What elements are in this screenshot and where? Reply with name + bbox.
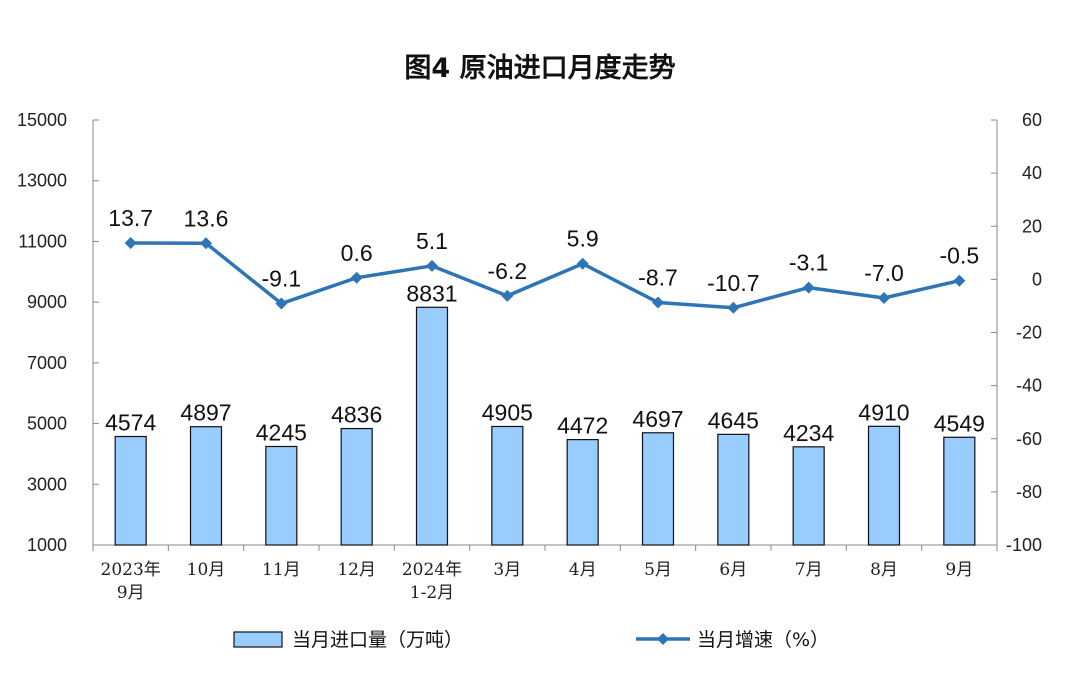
bar-data-label: 4549 (934, 410, 985, 436)
line-point-marker (727, 301, 740, 314)
bar-data-label: 4910 (858, 399, 909, 425)
x-tick-label: 7月 (795, 560, 823, 580)
bar (265, 445, 298, 546)
x-tick-label: 10月 (187, 560, 226, 580)
line-point-marker (652, 296, 664, 309)
line-point-marker (350, 271, 363, 284)
bar-data-label: 8831 (406, 280, 457, 306)
y-right-tick-label: -60 (1016, 429, 1042, 449)
line-point-marker (200, 237, 212, 250)
line-data-label: 5.1 (416, 228, 448, 254)
x-tick-label: 9月 (117, 583, 145, 603)
y-left-tick-label: 9000 (27, 292, 67, 312)
line-point-marker (275, 297, 288, 310)
legend-swatch-marker (657, 633, 669, 645)
y-left-tick-label: 13000 (17, 171, 67, 191)
x-tick-label: 2023年 (101, 560, 161, 580)
bar (415, 306, 449, 546)
line-data-label: -8.7 (638, 264, 678, 290)
y-right-tick-label: -80 (1016, 482, 1042, 502)
line-data-label: -9.1 (262, 266, 302, 292)
line-data-label: 13.7 (108, 205, 153, 231)
y-right-tick-label: -20 (1016, 323, 1042, 343)
bar-data-label: 4697 (632, 406, 683, 432)
bar-data-label: 4234 (783, 420, 834, 446)
x-tick-label: 5月 (644, 560, 672, 580)
bar (491, 425, 524, 546)
y-right-tick-label: 0 (1032, 269, 1042, 289)
bar-data-label: 4245 (256, 419, 307, 445)
bar-data-label: 4574 (105, 410, 156, 436)
bar-series: 4574 4897 4245 4836 8831 4905 4472 4697 4645 4234… (105, 280, 985, 546)
bar (340, 427, 373, 546)
line-data-label: 5.9 (567, 226, 599, 252)
line-series: 13.7 13.6 -9.1 0.6 5.1 -6.2 5.9 -8.7 -10.7 -3.1 -7… (108, 205, 979, 314)
y-left-tick-label: 7000 (27, 353, 67, 373)
line-point-marker (501, 289, 514, 302)
line-data-label: -10.7 (707, 270, 759, 296)
bar (943, 436, 976, 546)
y-left-tick-label: 1000 (27, 535, 67, 555)
x-tick-label: 12月 (337, 560, 376, 580)
x-tick-label: 9月 (945, 560, 973, 580)
line-point-marker (124, 236, 137, 249)
series-line (130, 241, 960, 310)
x-tick-label: 11月 (262, 560, 301, 580)
line-data-label: 0.6 (341, 240, 373, 266)
line-data-label: -3.1 (789, 250, 829, 276)
line-point-marker (878, 291, 890, 304)
legend-swatch-bar (233, 631, 283, 648)
bar-data-label: 4897 (180, 400, 231, 426)
line-data-label: 13.6 (184, 205, 229, 231)
line-point-marker (576, 257, 589, 270)
x-tick-label: 1-2月 (410, 583, 454, 603)
line-data-label: -7.0 (864, 260, 904, 286)
x-tick-label: 4月 (569, 560, 597, 580)
y-right-tick-label: 60 (1022, 110, 1042, 130)
legend: 当月进口量（万吨） 当月增速（%） (233, 629, 829, 651)
line-point-marker (953, 274, 966, 287)
line-data-label: -6.2 (488, 258, 528, 284)
bar (114, 435, 147, 546)
bar (717, 433, 750, 546)
y-left-tick-label: 15000 (17, 110, 67, 130)
legend-label-bar: 当月进口量（万吨） (292, 629, 463, 651)
bar-data-label: 4472 (557, 413, 608, 439)
line-data-label: -0.5 (940, 243, 980, 269)
x-tick-label: 2024年 (402, 560, 462, 580)
y-right-tick-label: 40 (1022, 163, 1042, 183)
bar (189, 426, 223, 546)
line-point-marker (802, 281, 815, 294)
bar (867, 425, 901, 546)
x-tick-label: 6月 (719, 560, 747, 580)
bar (641, 432, 675, 546)
y-right-tick-label: -40 (1016, 376, 1042, 396)
bar-data-label: 4645 (708, 407, 759, 433)
x-tick-label: 8月 (870, 560, 898, 580)
chart-title: 图4 原油进口月度走势 (404, 52, 675, 84)
y-left-tick-label: 11000 (18, 231, 67, 251)
y-right-tick-label: -100 (1006, 535, 1042, 555)
y-right-tick-label: 20 (1022, 216, 1042, 236)
bar (792, 446, 825, 546)
line-point-marker (426, 259, 438, 272)
y-left-tick-label: 3000 (27, 474, 67, 494)
bar-data-label: 4836 (331, 402, 382, 428)
axes: 1000 3000 5000 7000 9000 11000 13000 15000 -100 -… (17, 110, 1042, 603)
y-left-tick-label: 5000 (27, 414, 67, 434)
x-tick-label: 3月 (493, 560, 521, 580)
bar (566, 439, 599, 546)
bar-data-label: 4905 (482, 399, 533, 425)
legend-label-line: 当月增速（%） (697, 629, 829, 651)
